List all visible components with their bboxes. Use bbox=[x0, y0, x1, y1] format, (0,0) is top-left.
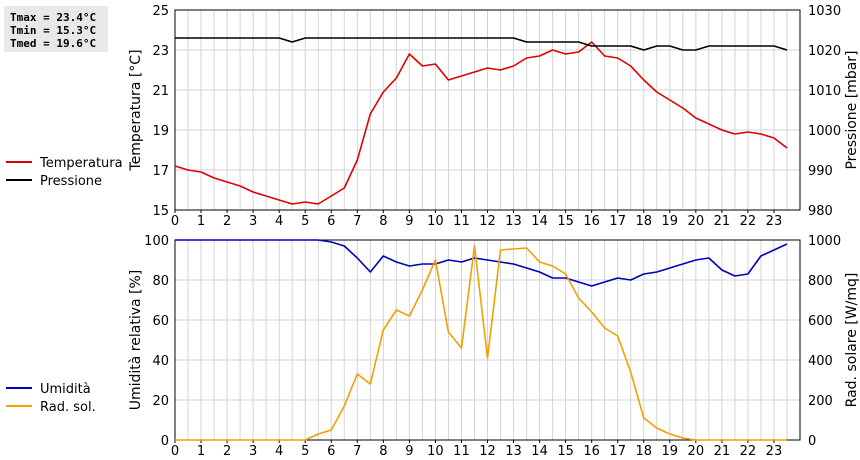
y-tick-label-left: 21 bbox=[152, 84, 169, 99]
y-tick-label-right: 1010 bbox=[808, 84, 841, 99]
x-tick-label: 0 bbox=[171, 444, 179, 459]
y-axis-label-left: Umidità relativa [%] bbox=[128, 270, 144, 411]
legend-label: Rad. sol. bbox=[40, 400, 96, 415]
x-tick-label: 7 bbox=[353, 444, 361, 459]
x-tick-label: 18 bbox=[635, 444, 652, 459]
y-axis-label-left: Temperatura [°C] bbox=[128, 49, 144, 171]
x-tick-label: 21 bbox=[714, 444, 731, 459]
series-line-rad-sol- bbox=[175, 245, 787, 441]
x-tick-label: 2 bbox=[223, 444, 231, 459]
x-tick-label: 8 bbox=[379, 214, 387, 229]
legend-label: Umidità bbox=[40, 382, 91, 397]
y-tick-label-left: 100 bbox=[144, 234, 169, 249]
legend-label: Temperatura bbox=[39, 156, 123, 171]
x-tick-label: 14 bbox=[531, 444, 548, 459]
x-tick-label: 6 bbox=[327, 444, 335, 459]
x-tick-label: 12 bbox=[479, 444, 496, 459]
y-tick-label-left: 80 bbox=[152, 274, 169, 289]
legend-label: Pressione bbox=[40, 174, 102, 189]
x-tick-label: 4 bbox=[275, 444, 283, 459]
series-line-temperatura bbox=[174, 41, 788, 205]
x-tick-label: 8 bbox=[379, 444, 387, 459]
y-tick-label-right: 0 bbox=[808, 434, 816, 449]
x-tick-label: 22 bbox=[740, 444, 757, 459]
stats-box: Tmax = 23.4°C Tmin = 15.3°C Tmed = 19.6°… bbox=[4, 6, 108, 52]
x-tick-label: 3 bbox=[249, 444, 257, 459]
x-tick-label: 6 bbox=[327, 214, 335, 229]
x-tick-label: 9 bbox=[405, 444, 413, 459]
y-tick-label-left: 19 bbox=[152, 124, 169, 139]
x-tick-label: 17 bbox=[609, 444, 626, 459]
x-tick-label: 5 bbox=[301, 444, 309, 459]
x-tick-label: 4 bbox=[275, 214, 283, 229]
x-tick-label: 7 bbox=[353, 214, 361, 229]
tmed-label: Tmed = 19.6°C bbox=[10, 37, 97, 50]
x-tick-label: 3 bbox=[249, 214, 257, 229]
x-tick-label: 18 bbox=[635, 214, 652, 229]
y-tick-label-left: 0 bbox=[161, 434, 169, 449]
y-tick-label-left: 15 bbox=[152, 204, 169, 219]
y-tick-label-left: 40 bbox=[152, 354, 169, 369]
x-tick-label: 5 bbox=[301, 214, 309, 229]
x-tick-label: 16 bbox=[583, 444, 600, 459]
x-tick-label: 22 bbox=[740, 214, 757, 229]
x-tick-label: 19 bbox=[662, 214, 679, 229]
y-tick-label-left: 17 bbox=[152, 164, 169, 179]
y-tick-label-right: 1000 bbox=[808, 124, 841, 139]
y-axis-label-right: Pressione [mbar] bbox=[844, 50, 860, 169]
y-tick-label-right: 800 bbox=[808, 274, 833, 289]
x-tick-label: 15 bbox=[557, 214, 574, 229]
x-tick-label: 20 bbox=[688, 214, 705, 229]
tmax-label: Tmax = 23.4°C bbox=[10, 11, 97, 24]
x-tick-label: 23 bbox=[766, 444, 783, 459]
x-tick-label: 12 bbox=[479, 214, 496, 229]
x-tick-label: 9 bbox=[405, 214, 413, 229]
x-tick-label: 15 bbox=[557, 444, 574, 459]
y-tick-label-left: 60 bbox=[152, 314, 169, 329]
x-tick-label: 13 bbox=[505, 214, 522, 229]
y-tick-label-right: 990 bbox=[808, 164, 833, 179]
y-tick-label-left: 20 bbox=[152, 394, 169, 409]
x-tick-label: 23 bbox=[766, 214, 783, 229]
x-tick-label: 21 bbox=[714, 214, 731, 229]
x-tick-label: 1 bbox=[197, 444, 205, 459]
x-tick-label: 1 bbox=[197, 214, 205, 229]
x-tick-label: 11 bbox=[453, 444, 470, 459]
x-tick-label: 20 bbox=[688, 444, 705, 459]
x-tick-label: 17 bbox=[609, 214, 626, 229]
y-tick-label-right: 400 bbox=[808, 354, 833, 369]
y-tick-label-right: 1000 bbox=[808, 234, 841, 249]
y-axis-label-right: Rad. solare [W/mq] bbox=[844, 273, 860, 408]
x-tick-label: 13 bbox=[505, 444, 522, 459]
x-tick-label: 10 bbox=[427, 444, 444, 459]
y-tick-label-right: 980 bbox=[808, 204, 833, 219]
x-tick-label: 2 bbox=[223, 214, 231, 229]
y-tick-label-right: 1030 bbox=[808, 4, 841, 19]
x-tick-label: 16 bbox=[583, 214, 600, 229]
series-line-umidit- bbox=[175, 239, 788, 287]
x-tick-label: 10 bbox=[427, 214, 444, 229]
x-tick-label: 19 bbox=[662, 444, 679, 459]
x-tick-label: 11 bbox=[453, 214, 470, 229]
y-tick-label-left: 23 bbox=[152, 44, 169, 59]
y-tick-label-left: 25 bbox=[152, 4, 169, 19]
x-tick-label: 0 bbox=[171, 214, 179, 229]
y-tick-label-right: 600 bbox=[808, 314, 833, 329]
tmin-label: Tmin = 15.3°C bbox=[10, 24, 97, 37]
series-line-pressione bbox=[175, 37, 788, 51]
x-tick-label: 14 bbox=[531, 214, 548, 229]
y-tick-label-right: 1020 bbox=[808, 44, 841, 59]
y-tick-label-right: 200 bbox=[808, 394, 833, 409]
